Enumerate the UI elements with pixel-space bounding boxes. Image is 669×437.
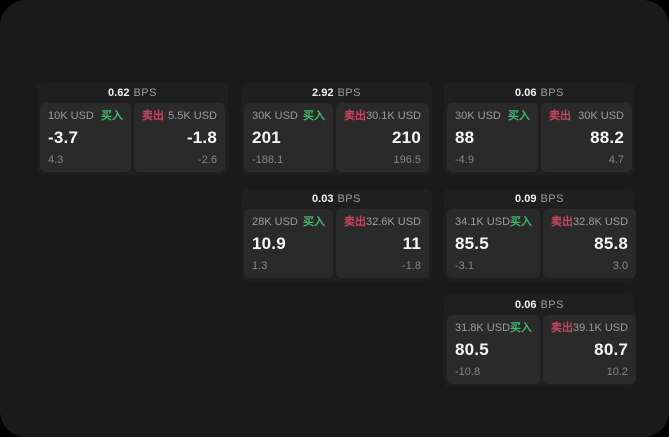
sell-panel[interactable]: 卖出 5.5K USD -1.8 -2.6	[134, 103, 225, 172]
buy-amount: 10K USD	[48, 110, 94, 122]
sell-panel[interactable]: 卖出 32.8K USD 85.8 3.0	[543, 209, 637, 278]
bps-unit: BPS	[540, 193, 564, 205]
card-body: 30K USD 买入 201 -188.1 卖出 30.1K USD 210 1…	[244, 103, 429, 172]
quote-card-3: 0.06 BPS 30K USD 买入 88 -4.9 卖出 30K USD 88…	[444, 83, 635, 175]
sell-value: 80.7	[594, 340, 629, 359]
bps-unit: BPS	[133, 87, 157, 99]
buy-panel[interactable]: 34.1K USD 买入 85.5 -3.1	[447, 209, 541, 278]
sell-amount: 5.5K USD	[168, 110, 217, 122]
sell-label: 卖出	[551, 216, 574, 228]
card-header: 0.62 BPS	[40, 83, 225, 103]
card-body: 34.1K USD 买入 85.5 -3.1 卖出 32.8K USD 85.8…	[447, 209, 637, 278]
buy-sub-value: -3.1	[455, 260, 474, 272]
sell-value: 88.2	[590, 128, 624, 147]
quote-card-2: 2.92 BPS 30K USD 买入 201 -188.1 卖出 30.1K U…	[241, 83, 432, 175]
card-body: 28K USD 买入 10.9 1.3 卖出 32.6K USD 11 -1.8	[244, 209, 429, 278]
buy-value: -3.7	[48, 128, 79, 147]
bps-unit: BPS	[540, 299, 564, 311]
sell-label: 卖出	[142, 110, 164, 122]
sell-amount: 30.1K USD	[365, 110, 421, 122]
quote-card-4: 0.03 BPS 28K USD 买入 10.9 1.3 卖出 32.6K USD…	[241, 189, 432, 281]
sell-sub-value: -1.8	[402, 260, 421, 272]
card-header: 0.03 BPS	[244, 189, 429, 209]
sell-value: 85.8	[594, 234, 629, 253]
buy-amount: 30K USD	[252, 110, 298, 122]
card-header: 0.09 BPS	[447, 189, 632, 209]
card-body: 31.8K USD 买入 80.5 -10.8 卖出 39.1K USD 80.…	[447, 315, 637, 384]
buy-panel[interactable]: 31.8K USD 买入 80.5 -10.8	[447, 315, 541, 384]
buy-label: 买入	[510, 216, 533, 228]
sell-value: 11	[402, 234, 421, 253]
buy-amount: 30K USD	[455, 110, 501, 122]
buy-panel[interactable]: 10K USD 买入 -3.7 4.3	[40, 103, 131, 172]
buy-sub-value: -4.9	[455, 154, 474, 166]
buy-panel[interactable]: 30K USD 买入 88 -4.9	[447, 103, 538, 172]
sell-sub-value: 3.0	[612, 260, 629, 272]
buy-sub-value: 1.3	[252, 260, 268, 272]
card-body: 10K USD 买入 -3.7 4.3 卖出 5.5K USD -1.8 -2.…	[40, 103, 225, 172]
card-header: 2.92 BPS	[244, 83, 429, 103]
bps-value: 2.92	[312, 87, 334, 99]
sell-value: -1.8	[186, 128, 217, 147]
bps-value: 0.06	[515, 87, 537, 99]
sell-sub-value: 4.7	[608, 154, 624, 166]
buy-value: 201	[252, 128, 281, 147]
sell-sub-value: 196.5	[393, 154, 421, 166]
sell-value: 210	[392, 128, 421, 147]
bps-value: 0.03	[312, 193, 334, 205]
buy-value: 85.5	[455, 234, 489, 253]
buy-label: 买入	[302, 110, 325, 122]
sell-sub-value: 10.2	[606, 366, 629, 378]
buy-value: 10.9	[252, 234, 286, 253]
quote-card-1: 0.62 BPS 10K USD 买入 -3.7 4.3 卖出 5.5K USD …	[37, 83, 228, 175]
buy-label: 买入	[302, 216, 325, 228]
bps-value: 0.06	[515, 299, 537, 311]
quote-card-6: 0.06 BPS 31.8K USD 买入 80.5 -10.8 卖出 39.1K…	[444, 295, 637, 387]
buy-label: 买入	[101, 110, 123, 122]
buy-sub-value: 4.3	[48, 154, 64, 166]
sell-panel[interactable]: 卖出 30.1K USD 210 196.5	[335, 103, 429, 172]
sell-amount: 32.8K USD	[573, 216, 629, 228]
buy-panel[interactable]: 28K USD 买入 10.9 1.3	[244, 209, 333, 278]
bps-unit: BPS	[337, 193, 361, 205]
sell-label: 卖出	[551, 322, 574, 334]
sell-amount: 30K USD	[578, 110, 624, 122]
buy-amount: 34.1K USD	[455, 216, 511, 228]
buy-sub-value: -10.8	[455, 366, 481, 378]
sell-amount: 32.6K USD	[365, 216, 421, 228]
sell-panel[interactable]: 卖出 32.6K USD 11 -1.8	[335, 209, 429, 278]
buy-panel[interactable]: 30K USD 买入 201 -188.1	[244, 103, 333, 172]
buy-label: 买入	[508, 110, 530, 122]
buy-label: 买入	[510, 322, 533, 334]
sell-panel[interactable]: 卖出 30K USD 88.2 4.7	[541, 103, 632, 172]
buy-value: 88	[455, 128, 475, 147]
sell-label: 卖出	[549, 110, 571, 122]
sell-label: 卖出	[343, 110, 366, 122]
sell-amount: 39.1K USD	[573, 322, 629, 334]
card-header: 0.06 BPS	[447, 295, 632, 315]
buy-amount: 31.8K USD	[455, 322, 511, 334]
sell-panel[interactable]: 卖出 39.1K USD 80.7 10.2	[543, 315, 637, 384]
bps-unit: BPS	[540, 87, 564, 99]
buy-amount: 28K USD	[252, 216, 298, 228]
quote-card-5: 0.09 BPS 34.1K USD 买入 85.5 -3.1 卖出 32.8K …	[444, 189, 637, 281]
bps-unit: BPS	[337, 87, 361, 99]
card-body: 30K USD 买入 88 -4.9 卖出 30K USD 88.2 4.7	[447, 103, 632, 172]
sell-label: 卖出	[343, 216, 366, 228]
bps-value: 0.62	[108, 87, 130, 99]
buy-sub-value: -188.1	[252, 154, 284, 166]
bps-value: 0.09	[515, 193, 537, 205]
buy-value: 80.5	[455, 340, 489, 359]
sell-sub-value: -2.6	[198, 154, 217, 166]
card-header: 0.06 BPS	[447, 83, 632, 103]
